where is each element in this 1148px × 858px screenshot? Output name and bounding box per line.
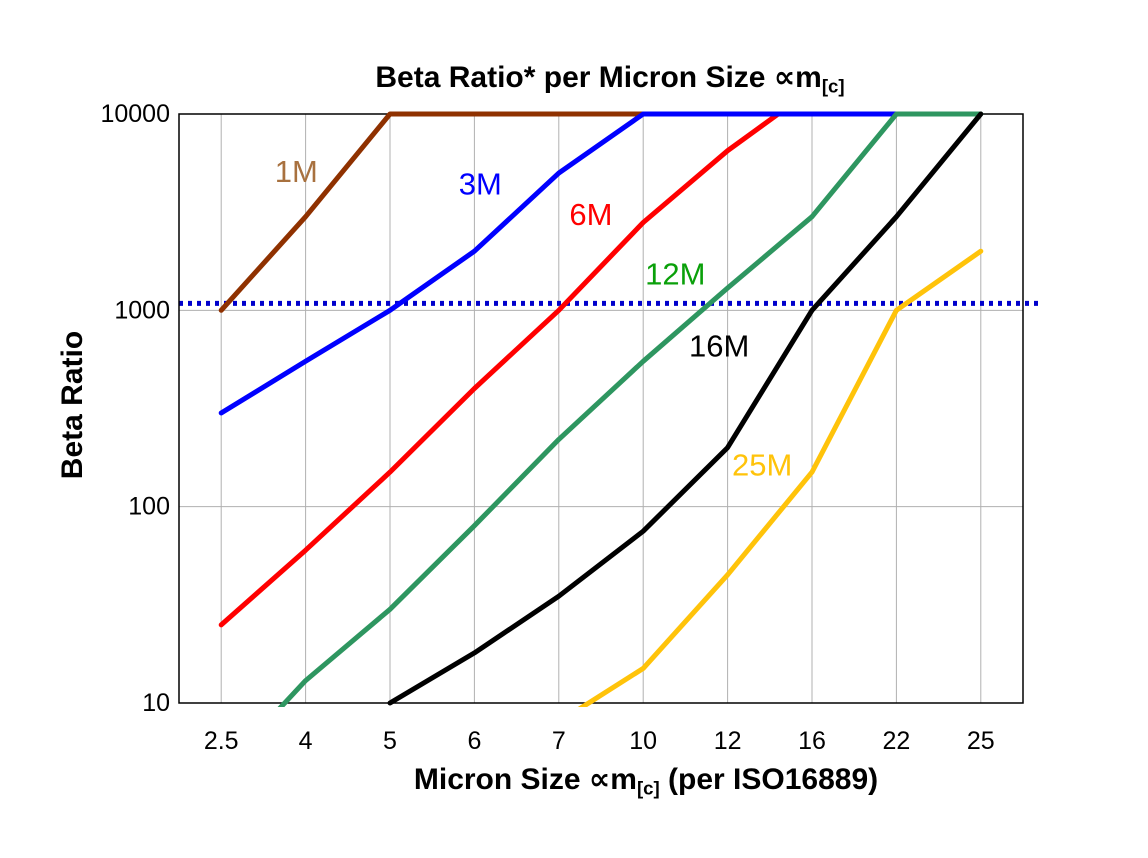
chart-title: Beta Ratio* per Micron Size ∝m[c]	[188, 60, 1032, 98]
x-axis-title-suffix: (per ISO16889)	[659, 763, 879, 796]
series-line-12M	[277, 111, 984, 707]
x-tick-label-7: 7	[552, 727, 566, 755]
series-line-3M	[218, 111, 899, 416]
chart-title-subscript: [c]	[821, 75, 845, 97]
y-tick-label-10000: 10000	[100, 100, 170, 128]
y-tick-label-10: 10	[142, 689, 170, 717]
series-line-25M	[577, 248, 984, 707]
series-label-3M: 3M	[459, 167, 502, 202]
series-label-6M: 6M	[569, 197, 612, 232]
x-tick-label-5: 5	[383, 727, 397, 755]
x-tick-label-10: 10	[629, 727, 657, 755]
x-tick-label-22: 22	[882, 727, 910, 755]
chart-title-text: Beta Ratio* per Micron Size ∝m	[375, 61, 822, 94]
x-tick-label-25: 25	[967, 727, 995, 755]
x-tick-label-12: 12	[714, 727, 742, 755]
series-label-25M: 25M	[732, 448, 792, 483]
x-axis-title-subscript: [c]	[636, 777, 660, 799]
series-line-6M	[218, 111, 781, 628]
x-tick-label-2.5: 2.5	[204, 727, 239, 755]
series-line-16M	[387, 111, 984, 706]
series-label-12M: 12M	[645, 257, 705, 292]
x-axis-title-text: Micron Size ∝m	[413, 763, 637, 796]
y-tick-label-100: 100	[128, 493, 170, 521]
x-axis-title: Micron Size ∝m[c] (per ISO16889)	[224, 762, 1068, 800]
x-tick-label-6: 6	[467, 727, 481, 755]
y-tick-label-1000: 1000	[114, 296, 170, 324]
series-line-1M	[218, 111, 646, 313]
series-label-1M: 1M	[275, 154, 318, 189]
x-tick-label-4: 4	[299, 727, 313, 755]
x-tick-label-16: 16	[798, 727, 826, 755]
series-label-16M: 16M	[689, 329, 749, 364]
